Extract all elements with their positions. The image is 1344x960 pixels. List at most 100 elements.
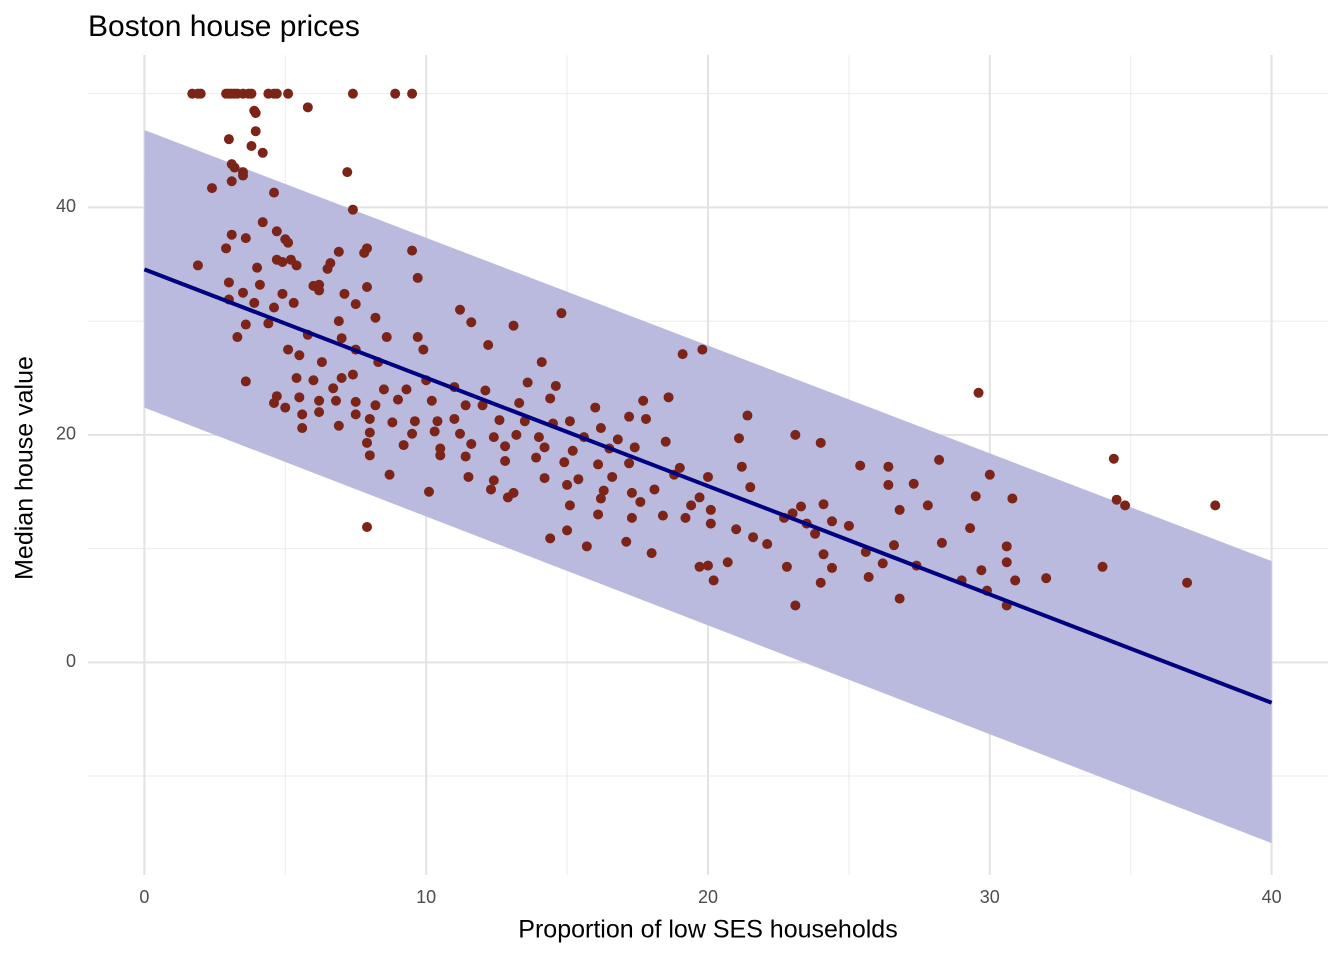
data-point [384,469,395,480]
data-point [432,416,443,427]
data-point [283,237,294,248]
data-point [500,441,511,452]
data-point [412,272,423,283]
data-point [626,487,637,498]
data-point [297,423,308,434]
data-point [796,501,806,512]
data-point [705,518,716,529]
data-point [223,277,234,288]
data-point [731,524,742,535]
data-point [370,312,381,323]
data-point [863,572,874,583]
data-point [703,560,713,571]
data-point [364,413,375,424]
x-tick-label: 30 [980,887,1000,907]
data-point [593,509,604,520]
data-point [649,484,660,495]
data-point [843,520,854,531]
data-point [221,243,232,254]
data-point [494,415,505,426]
data-point [347,369,358,380]
data-point [449,413,460,424]
data-point [288,297,299,308]
data-point [703,471,713,482]
y-axis-title: Median house value [11,356,39,580]
data-point [393,394,403,405]
data-point [488,432,499,443]
data-point [810,528,821,539]
data-point [407,428,418,439]
data-point [401,384,412,395]
data-point [522,377,533,388]
data-point [339,288,350,299]
data-point [624,458,635,469]
data-point [559,457,570,468]
data-point [1007,493,1018,504]
data-point [283,88,294,99]
data-point [455,304,465,315]
data-point [331,395,341,406]
data-point [477,400,488,411]
data-point [294,392,305,403]
data-point [612,434,623,445]
data-point [350,396,361,407]
data-point [466,438,477,449]
data-point [694,561,705,572]
data-point [705,504,716,515]
regression-line [143,267,1273,705]
x-axis-title: Proportion of low SES households [518,916,897,944]
data-point [818,549,829,560]
data-point [742,410,753,421]
data-point [734,433,744,444]
data-point [424,486,434,497]
data-point [314,285,325,296]
data-point [240,319,251,330]
data-point [381,332,392,343]
data-point [646,548,657,559]
data-point [550,380,561,391]
data-point [280,402,291,413]
data-point [502,492,513,503]
data-point [889,540,899,551]
data-point [745,482,756,493]
data-point [269,302,279,313]
data-point [226,229,237,240]
data-point [246,88,257,99]
data-point [748,532,759,543]
data-point [562,525,573,536]
data-point [593,459,604,470]
data-point [257,147,268,158]
data-point [362,437,372,448]
x-tick-label: 20 [698,887,718,907]
data-point [697,344,708,355]
data-point [660,436,671,447]
data-point [694,492,705,503]
data-point [378,384,389,395]
data-point [362,521,372,532]
data-point [894,504,905,515]
data-point [283,344,294,355]
data-point [336,333,347,344]
data-point [223,134,234,145]
data-point [894,593,905,604]
data-point [790,429,801,440]
data-point [291,372,302,383]
data-point [564,500,575,511]
data-point [426,395,437,406]
y-tick-label: 0 [66,651,76,671]
x-tick-label: 0 [139,887,149,907]
data-point [590,402,601,413]
data-point [460,451,471,462]
data-point [790,600,801,611]
data-point [781,561,792,572]
data-point [1001,541,1012,552]
data-point [226,176,237,187]
data-point [536,357,547,368]
data-point [762,539,773,550]
data-point [883,461,894,472]
data-point [277,256,288,267]
data-point [641,413,651,424]
data-point [322,263,333,274]
data-point [635,496,646,507]
